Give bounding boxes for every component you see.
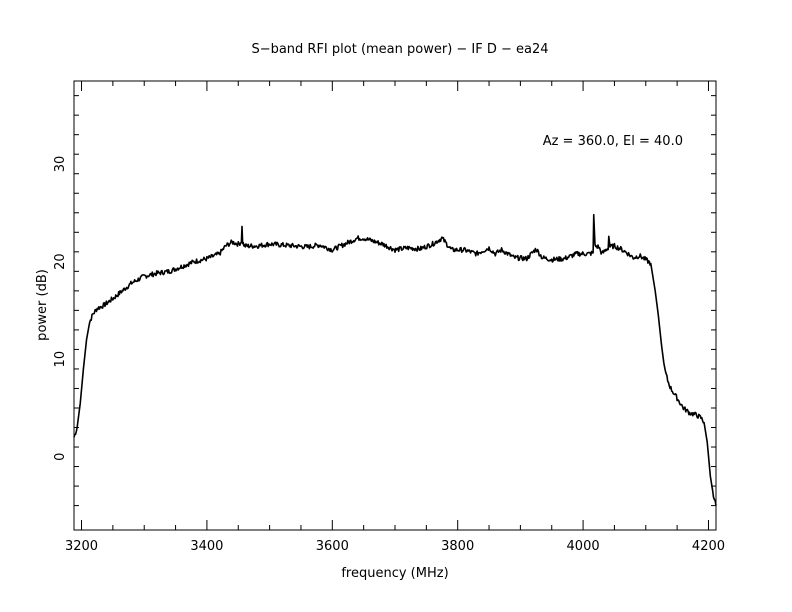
x-tick-label: 3200: [65, 539, 98, 554]
power-spectrum-line: [73, 213, 717, 506]
x-tick-label: 3600: [316, 539, 349, 554]
chart-title: S−band RFI plot (mean power) − IF D − ea…: [251, 42, 548, 57]
x-axis-label: frequency (MHz): [341, 566, 448, 581]
x-tick-label: 3800: [441, 539, 474, 554]
y-tick-label: 20: [53, 253, 68, 270]
y-tick-label: 0: [53, 453, 68, 461]
y-axis-label: power (dB): [35, 269, 50, 341]
x-tick-label: 4200: [692, 539, 725, 554]
y-axis-ticks: 0 10 20 30: [53, 95, 716, 507]
x-tick-label: 3400: [190, 539, 223, 554]
az-el-annotation: Az = 360.0, El = 40.0: [543, 134, 683, 149]
y-tick-label: 30: [53, 156, 68, 173]
y-tick-label: 10: [53, 351, 68, 368]
x-tick-label: 4000: [567, 539, 600, 554]
x-axis-ticks: 3200 3400 3600 3800 4000 4200: [65, 81, 725, 554]
